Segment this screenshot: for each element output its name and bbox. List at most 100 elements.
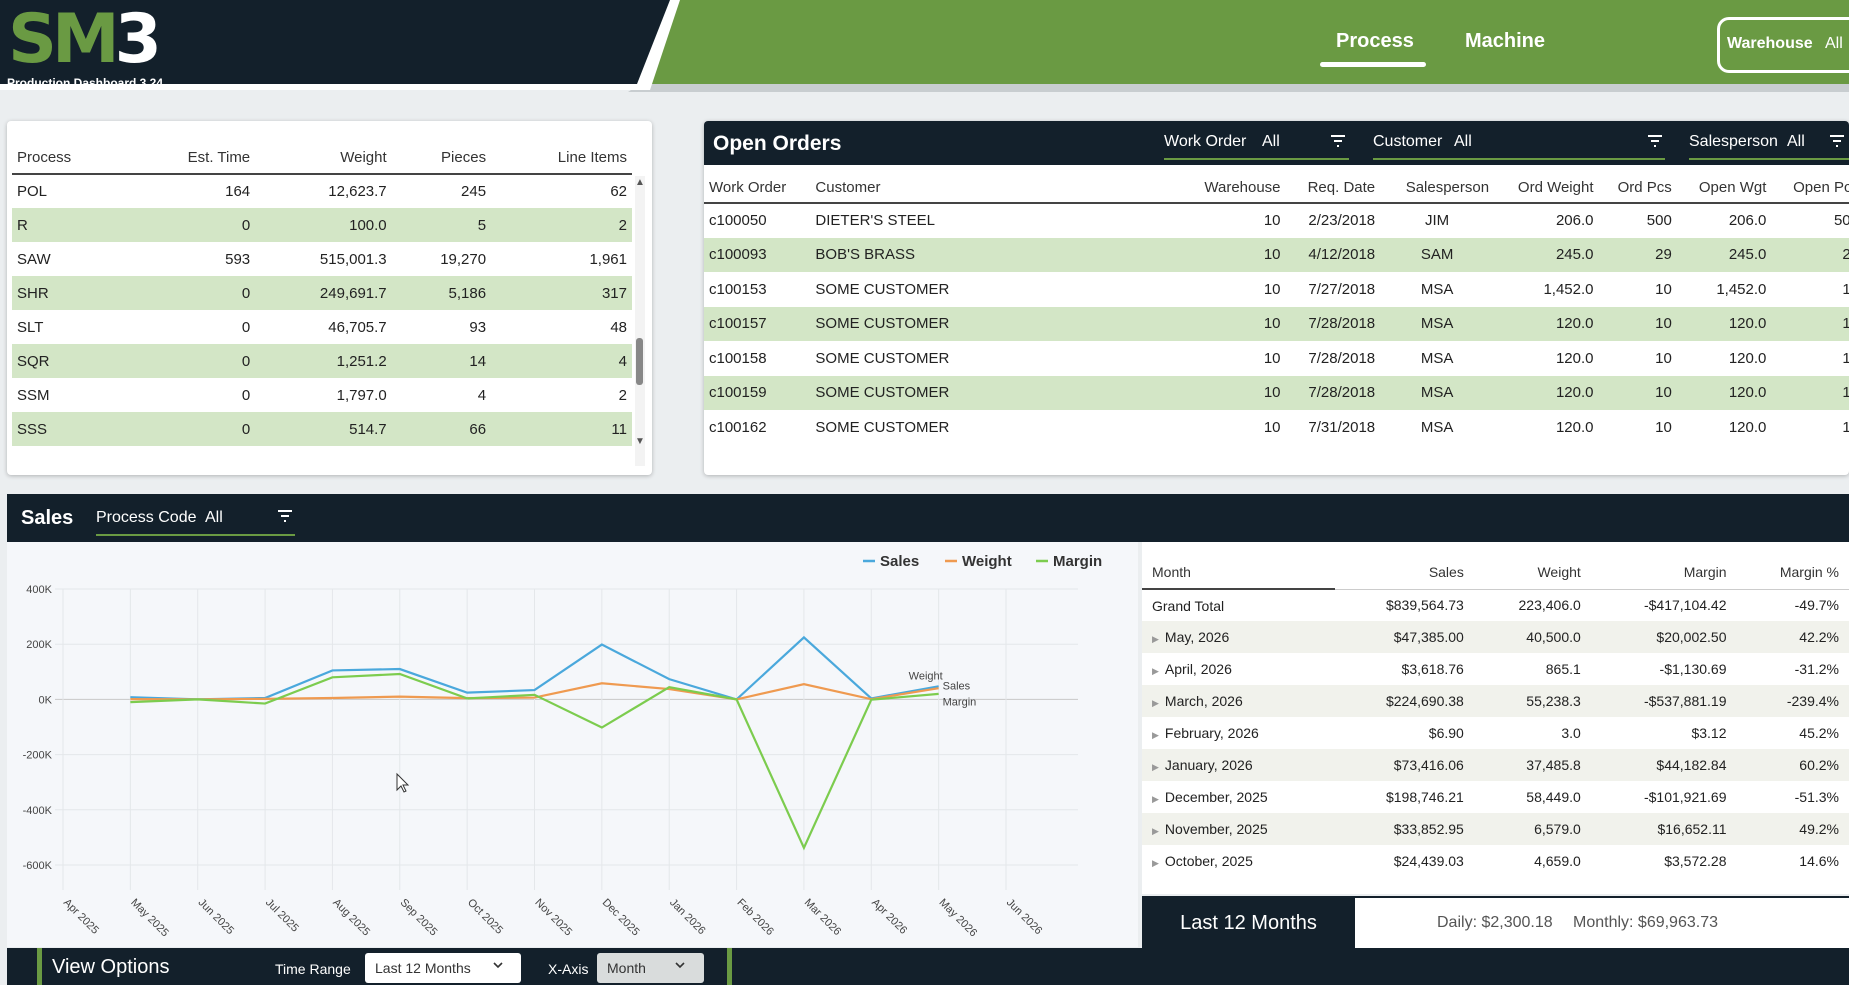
sales-table: Month Sales Weight Margin Margin % Grand Tot… [1142,556,1849,877]
expand-icon[interactable]: ▶ [1152,762,1159,772]
table-cell: ▶ December, 2025 [1142,781,1335,813]
table-row[interactable]: ▶ December, 2025 $198,746.21 58,449.0 -$101,… [1142,781,1849,813]
table-row[interactable]: ▶ February, 2026 $6.90 3.0 $3.12 45.2% [1142,717,1849,749]
table-row[interactable]: SHR 0 249,691.7 5,186 317 [12,276,632,310]
table-cell: -$101,921.69 [1643,789,1727,805]
table-cell: c100157 [709,315,767,333]
table-cell: 120.0 [1555,349,1594,367]
sales-title: Sales [21,507,74,529]
table-cell: 66 [469,420,487,438]
customer-filter-value[interactable]: All [1454,133,1472,150]
table-row[interactable]: SAW 593 515,001.3 19,270 1,961 [12,242,632,276]
process-scrollbar[interactable] [635,176,645,466]
table-cell: 0 [241,352,251,370]
scroll-up-icon[interactable]: ▲ [635,177,645,188]
table-row[interactable]: ▶ April, 2026 $3,618.76 865.1 -$1,130.69 -31.… [1142,653,1849,685]
table-row[interactable]: SLT 0 46,705.7 93 48 [12,310,632,344]
column-header: Process [17,148,72,166]
table-cell: 10 [1842,384,1849,402]
table-cell: 1,797.0 [336,386,387,404]
table-cell: Grand Total [1152,597,1225,614]
month-label: March, 2026 [1164,693,1243,709]
table-row[interactable]: ▶ October, 2025 $24,439.03 4,659.0 $3,572.28… [1142,845,1849,877]
table-row[interactable]: SQR 0 1,251.2 14 4 [12,344,632,378]
x-axis-chevron-icon[interactable] [675,960,685,970]
x-tick-label: Nov 2025 [532,897,574,939]
table-row[interactable]: c100159 SOME CUSTOMER 10 7/28/2018 MSA 120.0 1… [704,375,1849,410]
work-order-filter-icon[interactable] [1330,135,1346,149]
table-cell: $20,002.50 [1656,629,1727,645]
table-row[interactable]: ▶ January, 2026 $73,416.06 37,485.8 $44,182.… [1142,749,1849,781]
table-cell: 10 [1842,418,1849,436]
table-cell: 60.2% [1799,757,1839,773]
table-cell: -$1,130.69 [1659,661,1727,677]
time-range-chevron-icon[interactable] [493,960,503,970]
table-row[interactable]: R 0 100.0 5 2 [12,208,632,242]
expand-icon[interactable]: ▶ [1152,634,1159,644]
table-cell: 10 [1263,280,1281,298]
table-cell: MSA [1420,349,1454,367]
table-row[interactable]: ▶ May, 2026 $47,385.00 40,500.0 $20,002.50 42… [1142,621,1849,653]
table-cell: SQR [17,352,50,370]
table-row[interactable]: ▶ November, 2025 $33,852.95 6,579.0 $16,652.… [1142,813,1849,845]
process-code-filter-icon[interactable] [277,510,293,524]
table-cell: 2 [618,216,627,234]
table-cell: SAM [1420,246,1454,264]
table-cell: 93 [469,318,487,336]
expand-icon[interactable]: ▶ [1152,730,1159,740]
month-label: December, 2025 [1164,789,1268,805]
month-label: February, 2026 [1164,725,1259,741]
salesperson-filter-value[interactable]: All [1787,133,1805,150]
y-tick-label: 0K [39,694,53,706]
table-cell: SSM [17,386,50,404]
x-tick-label: Dec 2025 [600,897,642,939]
table-row[interactable]: POL 164 12,623.7 245 62 [12,174,632,208]
table-cell: $3,572.28 [1664,853,1727,869]
expand-icon[interactable]: ▶ [1152,794,1159,804]
table-row[interactable]: c100153 SOME CUSTOMER 10 7/27/2018 MSA 1,452.… [704,272,1849,307]
expand-icon[interactable]: ▶ [1152,666,1159,676]
table-cell: $839,564.73 [1385,597,1464,614]
table-row[interactable]: c100050 DIETER'S STEEL 10 2/23/2018 JIM 206.0… [704,203,1849,238]
table-cell: 14.6% [1799,853,1839,869]
view-options-accent-right [727,948,732,985]
process-code-filter-value[interactable]: All [205,509,223,526]
x-axis-select[interactable]: Month [597,953,704,983]
table-row[interactable]: c100093 BOB'S BRASS 10 4/12/2018 SAM 245.0 29 2… [704,237,1849,272]
table-row[interactable]: c100157 SOME CUSTOMER 10 7/28/2018 MSA 120.0 1… [704,306,1849,341]
warehouse-value[interactable]: All [1825,35,1843,52]
table-cell: -239.4% [1786,693,1839,709]
column-header: Req. Date [1307,178,1376,196]
table-cell: 10 [1263,315,1281,333]
salesperson-filter-icon[interactable] [1829,135,1845,149]
table-cell: -31.2% [1794,661,1839,677]
expand-icon[interactable]: ▶ [1152,858,1159,868]
time-range-select[interactable]: Last 12 Months [365,953,521,983]
month-label: November, 2025 [1164,821,1268,837]
expand-icon[interactable]: ▶ [1152,826,1159,836]
column-header: Est. Time [187,148,251,166]
work-order-filter-value[interactable]: All [1262,133,1280,150]
table-cell: $224,690.38 [1385,693,1464,709]
table-row[interactable]: c100162 SOME CUSTOMER 10 7/31/2018 MSA 120.0 1… [704,410,1849,445]
scroll-down-icon[interactable]: ▼ [635,436,645,447]
table-row[interactable]: SSS 0 514.7 66 11 [12,412,632,446]
x-tick-label: May 2025 [128,897,171,940]
process-scroll-thumb[interactable] [636,338,643,385]
view-options-accent-left [37,948,42,985]
tab-process[interactable]: Process [1336,30,1414,52]
x-axis-label: X-Axis [548,961,589,977]
table-row[interactable]: c100158 SOME CUSTOMER 10 7/28/2018 MSA 120.0 1… [704,341,1849,376]
column-header: Weight [1473,556,1591,590]
expand-icon[interactable]: ▶ [1152,698,1159,708]
column-header: Ord Weight [1517,178,1594,196]
table-cell: 206.0 [1728,212,1767,230]
view-options-title: View Options [52,956,170,978]
table-row[interactable]: SSM 0 1,797.0 4 2 [12,378,632,412]
month-label: January, 2026 [1164,757,1253,773]
tab-machine[interactable]: Machine [1465,30,1546,52]
warehouse-filter[interactable] [1717,17,1849,73]
open-orders-table: Work Order Customer Warehouse Req. Date Sale… [704,172,1849,445]
table-row[interactable]: ▶ March, 2026 $224,690.38 55,238.3 -$537,881… [1142,685,1849,717]
customer-filter-icon[interactable] [1647,135,1663,149]
